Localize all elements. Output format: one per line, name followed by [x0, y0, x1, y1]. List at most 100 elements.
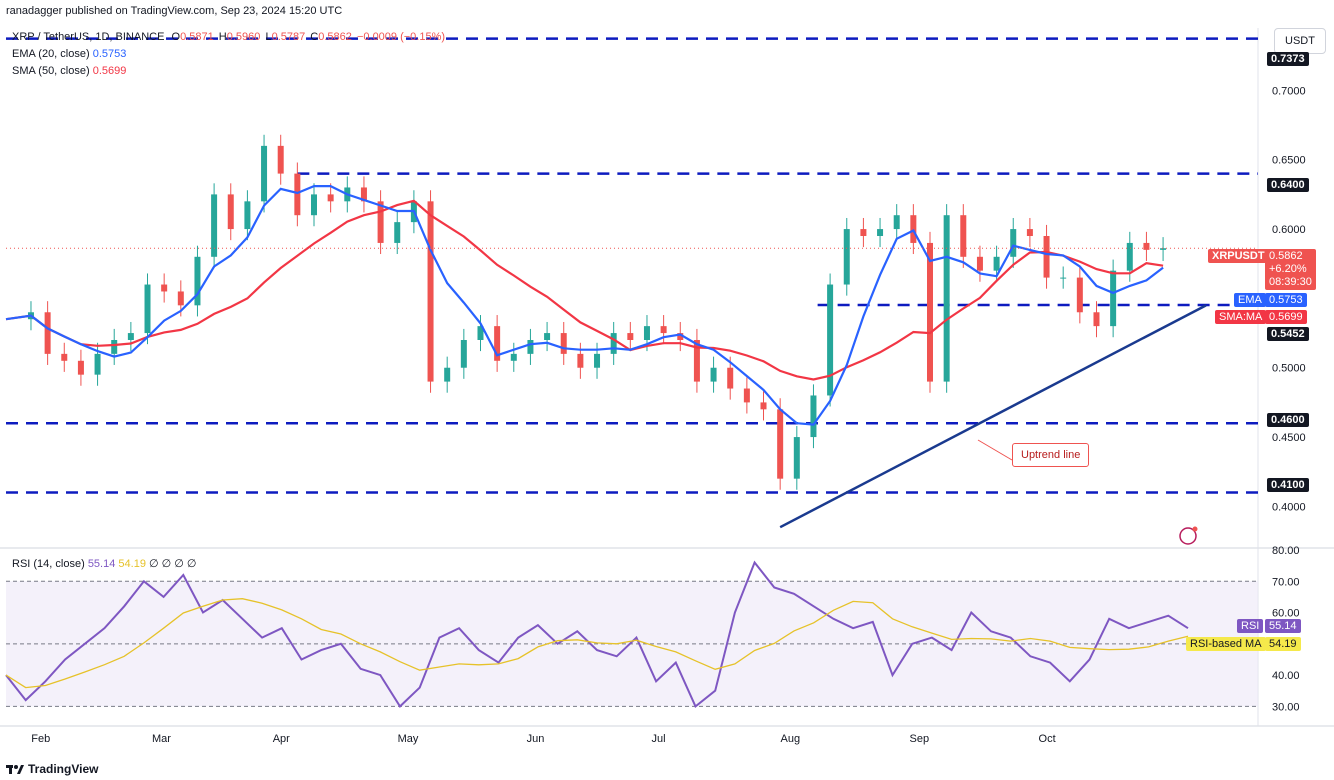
x-tick-Jun: Jun — [527, 733, 545, 745]
uptrend-line-callout[interactable]: Uptrend line — [1012, 443, 1090, 467]
candle-body — [810, 395, 817, 438]
candle-body — [494, 326, 501, 361]
x-tick-Sep: Sep — [910, 733, 930, 745]
y-tick-0.4500: 0.4500 — [1272, 432, 1306, 444]
xrp-symbol-tag: XRPUSDT — [1208, 249, 1269, 263]
candle-body — [1026, 229, 1033, 236]
candle-body — [394, 222, 401, 243]
level-tag-0.6400: 0.6400 — [1267, 178, 1309, 192]
y-tick-0.6500: 0.6500 — [1272, 155, 1306, 167]
currency-selector[interactable]: USDT — [1274, 28, 1326, 54]
y-tick-0.6000: 0.6000 — [1272, 224, 1306, 236]
sma-line — [5, 199, 1164, 381]
candle-body — [527, 340, 534, 354]
x-tick-Mar: Mar — [152, 733, 171, 745]
level-tag-0.7373: 0.7373 — [1267, 52, 1309, 66]
level-tag-0.4600: 0.4600 — [1267, 413, 1309, 427]
candle-body — [360, 187, 367, 202]
ohlc-close: 0.5862 — [318, 31, 352, 43]
rsi-legend-label: RSI (14, close) — [12, 558, 85, 570]
ohlc-h-label: H — [218, 31, 227, 43]
candle-body — [927, 242, 933, 382]
ema-legend-label: EMA (20, close) — [12, 48, 90, 60]
candle-body — [311, 194, 317, 216]
tradingview-footer[interactable]: TradingView — [6, 762, 98, 776]
ohlc-l-label: L — [265, 31, 272, 43]
ema-line — [5, 185, 1164, 426]
level-tag-0.4100: 0.4100 — [1267, 478, 1309, 492]
rsi-axis-tag: RSI — [1237, 619, 1264, 633]
ema-legend[interactable]: EMA (20, close) 0.5753 — [12, 48, 126, 60]
symbol-line: XRP / TetherUS, 1D, BINANCE O0.5871 H0.5… — [12, 31, 445, 43]
candle-body — [477, 326, 484, 340]
candle-body — [960, 215, 967, 257]
x-tick-Aug: Aug — [780, 733, 800, 745]
rsi-legend[interactable]: RSI (14, close) 55.14 54.19 ∅ ∅ ∅ ∅ — [12, 557, 197, 570]
candle-body — [727, 367, 734, 389]
xrp-price: 0.5862 — [1269, 250, 1303, 262]
rsi-tick-60.00: 60.00 — [1272, 608, 1300, 620]
sma-legend[interactable]: SMA (50, close) 0.5699 — [12, 65, 126, 77]
ohlc-low: 0.5787 — [271, 31, 306, 43]
callout-pointer — [977, 439, 1013, 461]
candle-body — [1076, 277, 1083, 313]
sma-axis-tag: SMA:MA — [1215, 310, 1267, 324]
candle-body — [627, 333, 634, 340]
ema-legend-value: 0.5753 — [92, 48, 127, 60]
rsima-axis-value: 54.19 — [1265, 637, 1301, 651]
level-tag-0.5452: 0.5452 — [1267, 327, 1309, 341]
candle-body — [544, 333, 551, 340]
candle-body — [643, 326, 650, 340]
sma-legend-value: 0.5699 — [92, 65, 127, 77]
rsi-line — [5, 560, 1189, 708]
candle-body — [261, 145, 268, 202]
candle-body — [77, 360, 84, 375]
candle-body — [743, 388, 750, 403]
publisher-line: ranadagger published on TradingView.com,… — [6, 5, 343, 17]
rsi-legend-extra: ∅ ∅ ∅ ∅ — [149, 558, 197, 570]
candle-body — [244, 201, 251, 230]
candle-body — [594, 353, 601, 368]
candle-body — [1160, 248, 1167, 250]
candle-body — [677, 333, 684, 340]
sma-axis-value: 0.5699 — [1265, 310, 1307, 324]
rsi-axis-value: 55.14 — [1265, 619, 1301, 633]
candle-body — [460, 340, 467, 368]
ohlc-high: 0.5960 — [226, 31, 261, 43]
candle-body — [993, 256, 1000, 271]
candle-body — [893, 215, 900, 230]
alert-icon — [1179, 527, 1197, 545]
candle-body — [94, 353, 101, 375]
candle-body — [44, 312, 51, 354]
candle-body — [1110, 270, 1117, 327]
y-tick-0.7000: 0.7000 — [1272, 85, 1306, 97]
candle-body — [1093, 312, 1100, 327]
candle-body — [1060, 277, 1067, 279]
candle-body — [793, 437, 800, 479]
candle-body — [1010, 229, 1017, 257]
candle-body — [211, 194, 218, 257]
ohlc-open: 0.5871 — [180, 31, 214, 43]
rsi-ma-line — [5, 598, 1189, 689]
candle-body — [760, 402, 767, 410]
candle-body — [427, 201, 434, 382]
candle-body — [860, 229, 867, 236]
xrp-timer: 08:39:30 — [1269, 276, 1312, 288]
candle-body — [1043, 236, 1050, 278]
rsi-tick-30.00: 30.00 — [1272, 701, 1300, 713]
candle-body — [227, 194, 234, 230]
rsi-legend-value: 55.14 — [87, 558, 116, 570]
ohlc-change: −0.0009 (−0.15%) — [356, 31, 446, 43]
rsima-axis-tag: RSI-based MA — [1186, 637, 1266, 651]
symbol-title: XRP / TetherUS, 1D, BINANCE — [12, 31, 165, 43]
candle-body — [61, 353, 68, 361]
ohlc-c-label: C — [310, 31, 319, 43]
x-tick-Apr: Apr — [273, 733, 290, 745]
uptrend-line — [779, 304, 1207, 529]
xrp-pct: +6.20% — [1269, 263, 1307, 275]
candle-body — [161, 284, 168, 292]
ohlc-o-label: O — [171, 31, 181, 43]
candle-body — [877, 229, 884, 236]
y-tick-0.5000: 0.5000 — [1272, 363, 1306, 375]
